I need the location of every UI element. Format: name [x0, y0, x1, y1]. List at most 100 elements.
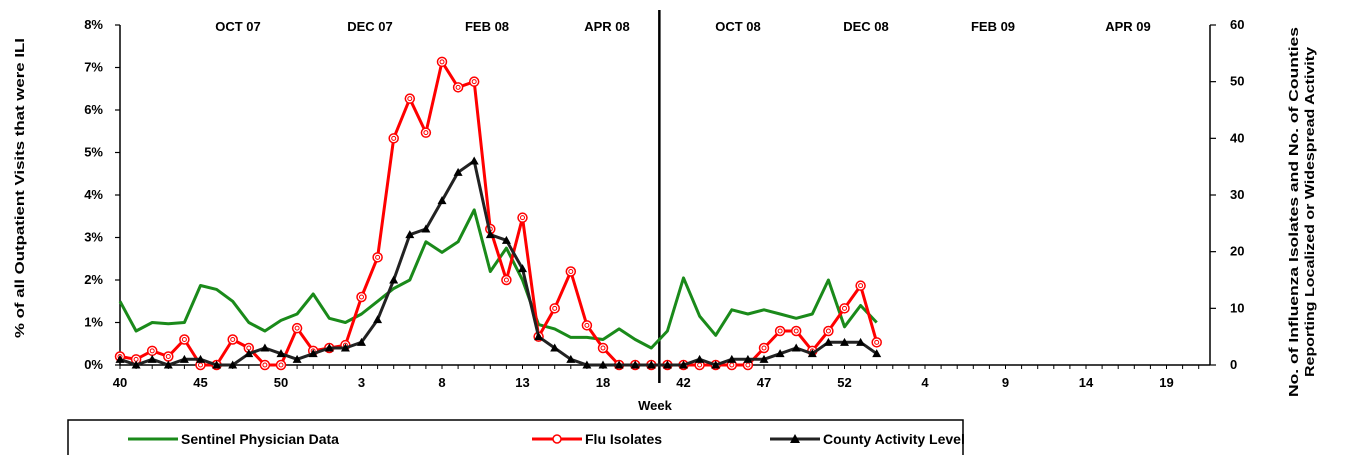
month-label: OCT 07	[215, 19, 261, 34]
data-point-inner	[584, 322, 590, 328]
right-axis-title-line1: No. of Influenza Isolates and No. of Cou…	[1286, 27, 1301, 397]
left-tick-label: 3%	[84, 230, 103, 245]
week-axis-ticks: 40 45 50 3 8 13 18 42 47 52 4 9 14 19	[113, 365, 1200, 390]
data-point	[695, 354, 705, 363]
data-point	[614, 360, 624, 369]
data-point-inner	[600, 345, 606, 351]
data-point	[565, 266, 577, 277]
data-point	[679, 360, 688, 369]
data-point-inner	[842, 305, 847, 311]
data-point	[163, 351, 174, 362]
data-point-inner	[471, 79, 477, 85]
x-tick-label: 40	[113, 375, 127, 390]
month-label: DEC 08	[843, 19, 889, 34]
x-tick-label: 18	[596, 375, 610, 390]
data-point	[549, 303, 560, 314]
data-point-inner	[359, 294, 364, 300]
data-point	[855, 280, 866, 291]
data-point	[372, 252, 383, 263]
x-tick-label: 19	[1159, 375, 1173, 390]
data-point-inner	[761, 345, 767, 351]
data-point	[581, 320, 593, 331]
data-point	[468, 76, 480, 87]
axes	[119, 10, 1211, 383]
data-point-inner	[165, 354, 171, 359]
x-tick-label: 45	[193, 375, 207, 390]
data-point	[518, 264, 527, 273]
right-tick-label: 60	[1230, 17, 1244, 32]
data-point	[823, 325, 834, 337]
data-point	[646, 360, 656, 369]
month-label: FEB 09	[971, 19, 1015, 34]
data-point	[179, 354, 189, 363]
series-lines	[114, 56, 882, 371]
right-tick-label: 10	[1230, 300, 1244, 315]
data-point	[146, 345, 158, 357]
data-point-inner	[520, 215, 525, 221]
left-axis-title: % of all Outpatient Visits that were ILI	[12, 38, 27, 338]
data-point	[598, 360, 608, 369]
data-point	[276, 349, 286, 358]
data-point	[436, 56, 448, 68]
data-point	[711, 360, 721, 369]
data-point-inner	[552, 305, 558, 311]
left-tick-label: 1%	[84, 315, 103, 330]
data-point	[373, 315, 383, 324]
data-point	[774, 325, 786, 337]
data-point	[324, 343, 334, 352]
right-tick-label: 0	[1230, 357, 1237, 372]
data-point	[260, 343, 270, 352]
right-axis-ticks: 0 10 20 30 40 50 60	[1210, 17, 1244, 372]
left-tick-label: 4%	[84, 187, 103, 202]
data-point	[759, 354, 769, 363]
right-tick-label: 50	[1230, 74, 1244, 89]
data-point-inner	[697, 362, 703, 368]
legend-marker-flu	[552, 434, 562, 444]
data-point	[856, 337, 866, 346]
data-point-inner	[423, 130, 429, 136]
data-point-inner	[793, 328, 799, 334]
data-point-inner	[777, 328, 783, 334]
data-point-inner	[858, 283, 864, 289]
data-point-inner	[375, 254, 381, 260]
data-point	[775, 349, 785, 358]
data-point	[452, 82, 464, 93]
data-point	[356, 291, 367, 303]
left-tick-label: 8%	[84, 17, 103, 32]
data-point-inner	[181, 337, 187, 342]
data-point-inner	[262, 362, 268, 368]
data-point	[534, 332, 544, 341]
data-point-inner	[278, 362, 284, 368]
series-line	[119, 60, 879, 367]
data-point	[212, 360, 222, 369]
data-point	[340, 343, 350, 352]
legend-label-flu: Flu Isolates	[585, 431, 662, 447]
legend-marker-county	[790, 434, 800, 443]
legend-label-sentinel: Sentinel Physician Data	[181, 431, 339, 447]
data-point	[872, 349, 882, 358]
data-point	[501, 274, 512, 286]
data-point	[244, 349, 254, 358]
data-point	[807, 349, 817, 358]
data-point-inner	[230, 337, 236, 342]
data-point	[662, 360, 672, 369]
data-point	[308, 349, 318, 358]
data-point	[115, 354, 125, 363]
month-labels: OCT 07 DEC 07 FEB 08 APR 08 OCT 08 DEC 08 FEB …	[215, 19, 1151, 34]
data-point	[727, 354, 737, 363]
data-point-inner	[825, 328, 831, 334]
data-point	[517, 212, 528, 223]
data-point	[179, 334, 190, 345]
data-point	[163, 360, 173, 369]
data-point-inner	[407, 96, 413, 102]
series-2	[115, 156, 882, 369]
left-axis-ticks: 0% 1% 2% 3% 4% 5% 6% 7% 8%	[84, 17, 120, 372]
data-point	[823, 337, 833, 346]
data-point	[131, 360, 141, 369]
data-point-inner	[198, 362, 203, 368]
data-point	[791, 343, 801, 352]
x-tick-label: 47	[757, 375, 771, 390]
left-tick-label: 0%	[84, 357, 103, 372]
data-point	[758, 342, 770, 354]
x-tick-label: 14	[1079, 375, 1094, 390]
